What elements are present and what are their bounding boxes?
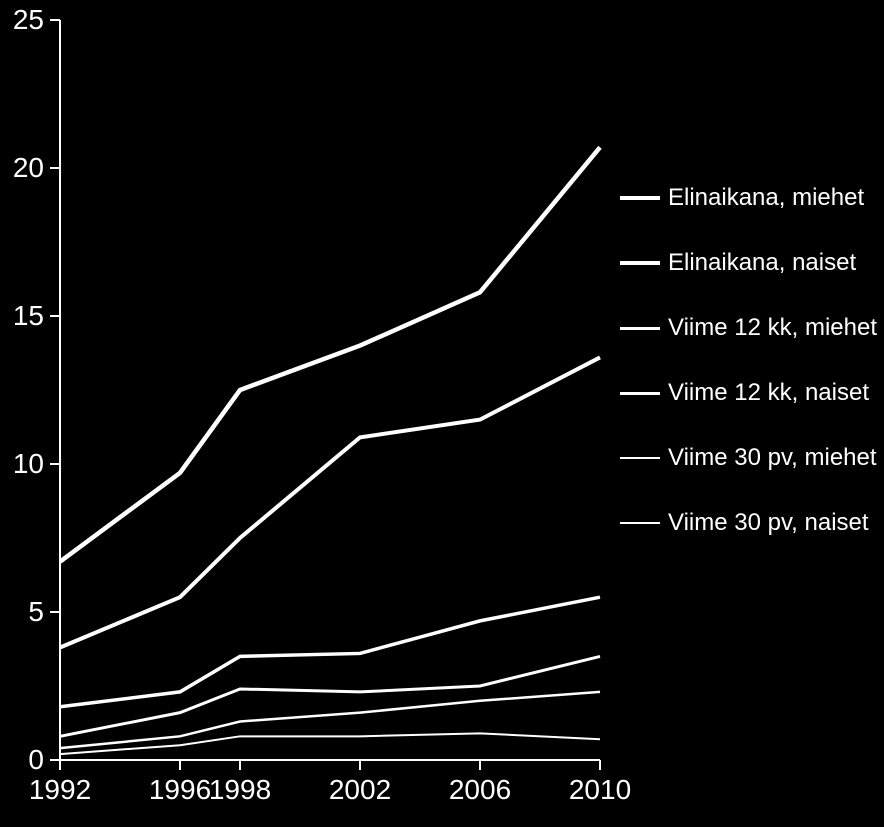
legend-swatch (620, 457, 660, 459)
legend-swatch (620, 196, 660, 200)
x-tick-label: 2010 (569, 774, 631, 806)
legend-swatch (620, 522, 660, 524)
x-tick-label: 2006 (449, 774, 511, 806)
legend-item: Elinaikana, miehet (620, 184, 864, 212)
legend-item: Viime 12 kk, naiset (620, 379, 869, 407)
x-tick-label: 1998 (209, 774, 271, 806)
chart-svg (0, 0, 884, 827)
y-tick-label: 0 (0, 744, 44, 776)
legend-label: Viime 30 pv, miehet (668, 444, 877, 472)
y-tick-label: 5 (0, 596, 44, 628)
series-line (60, 147, 600, 561)
x-tick-label: 1992 (29, 774, 91, 806)
x-tick-label: 2002 (329, 774, 391, 806)
series-line (60, 733, 600, 754)
line-chart: 0 5 10 15 20 25 1992 19961998 2002 2006 2010 Elinai… (0, 0, 884, 827)
legend-item: Viime 12 kk, miehet (620, 314, 877, 342)
y-tick-label: 15 (0, 300, 44, 332)
legend-label: Elinaikana, miehet (668, 184, 864, 212)
legend-label: Viime 12 kk, naiset (668, 379, 869, 407)
y-tick-label: 25 (0, 4, 44, 36)
legend-item: Elinaikana, naiset (620, 249, 856, 277)
legend-swatch (620, 392, 660, 395)
y-tick-label: 20 (0, 152, 44, 184)
x-tick-label: 1996 (149, 774, 211, 806)
legend-item: Viime 30 pv, miehet (620, 444, 877, 472)
legend-label: Elinaikana, naiset (668, 249, 856, 277)
legend-swatch (620, 261, 660, 265)
y-tick-label: 10 (0, 448, 44, 480)
legend-item: Viime 30 pv, naiset (620, 509, 869, 537)
legend-label: Viime 12 kk, miehet (668, 314, 877, 342)
legend-swatch (620, 327, 660, 330)
legend-label: Viime 30 pv, naiset (668, 509, 869, 537)
